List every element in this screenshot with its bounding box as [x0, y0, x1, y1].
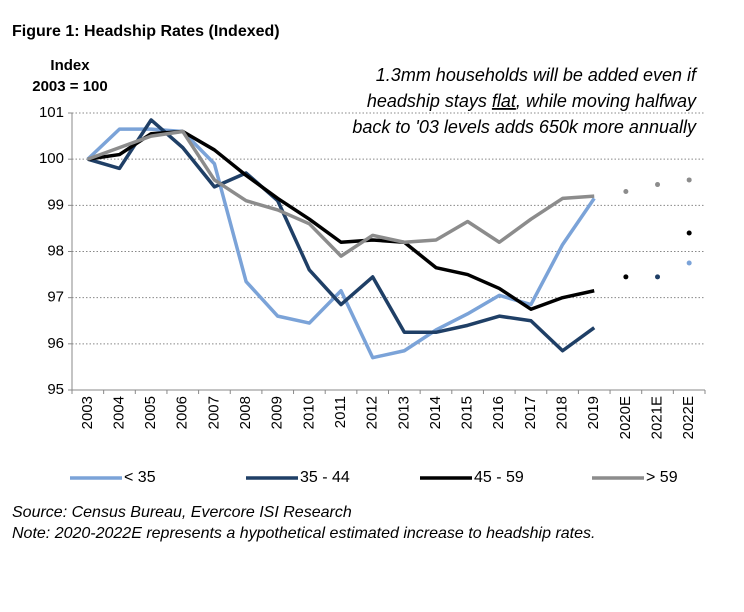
- x-tick-label: 2020E: [617, 396, 634, 439]
- x-tick-label: 2005: [142, 396, 159, 429]
- x-tick-label: 2016: [490, 396, 507, 429]
- chart: Figure 1: Headship Rates (Indexed) Index…: [12, 23, 706, 486]
- series-line: [87, 118, 596, 353]
- series-line: [87, 129, 595, 311]
- x-tick-label: 2019: [585, 396, 602, 429]
- x-tick-label: 2004: [110, 396, 127, 429]
- x-tick-label: 2008: [237, 396, 254, 429]
- x-tick-label: 2006: [174, 396, 191, 429]
- x-tick-label: 2007: [205, 396, 222, 429]
- annotation: headship stays: [367, 91, 487, 111]
- chart-title: Figure 1: Headship Rates (Indexed): [12, 23, 280, 40]
- series-line: [87, 129, 595, 258]
- estimate-dot: [623, 274, 629, 280]
- y-tick-label: 97: [47, 289, 64, 306]
- x-tick-label: 2013: [395, 396, 412, 429]
- x-tick-label: 2022E: [680, 396, 697, 439]
- x-tick-label: 2003: [79, 396, 96, 429]
- legend-label: > 59: [646, 469, 678, 486]
- source: Source: Census Bureau, Evercore ISI Rese…: [12, 504, 352, 521]
- estimate-dot: [686, 177, 692, 183]
- note: Note: 2020-2022E represents a hypothetic…: [12, 525, 596, 542]
- annotation: 1.3mm households will be added even if: [376, 65, 698, 85]
- annotation: , while moving halfway: [516, 91, 697, 111]
- legend-label: 35 - 44: [300, 469, 350, 486]
- estimate-dot: [623, 188, 629, 194]
- legend-label: < 35: [124, 469, 156, 486]
- annotation: headship stays flat, while moving halfway: [367, 91, 697, 111]
- y-axis-label: Index: [50, 57, 90, 74]
- x-tick-label: 2011: [332, 396, 349, 428]
- footnotes: Source: Census Bureau, Evercore ISI Rese…: [12, 502, 718, 544]
- x-tick-label: 2012: [364, 396, 381, 429]
- x-tick-label: 2021E: [648, 396, 665, 439]
- legend-label: 45 - 59: [474, 469, 524, 486]
- x-tick-label: 2017: [522, 396, 539, 429]
- x-tick-label: 2009: [269, 396, 286, 429]
- y-tick-label: 99: [47, 196, 64, 213]
- y-axis-label: 2003 = 100: [32, 78, 108, 95]
- y-tick-label: 98: [47, 242, 64, 259]
- estimate-dot: [686, 230, 692, 236]
- y-tick-label: 101: [39, 104, 64, 121]
- estimate-dot: [686, 260, 692, 266]
- y-tick-label: 96: [47, 335, 64, 352]
- y-tick-label: 100: [39, 150, 64, 167]
- x-tick-label: 2010: [300, 396, 317, 429]
- estimate-dot: [655, 182, 661, 188]
- estimate-dot: [655, 274, 661, 280]
- x-tick-label: 2015: [459, 396, 476, 429]
- y-tick-label: 95: [47, 381, 64, 398]
- annotation: flat: [492, 91, 517, 111]
- x-tick-label: 2018: [554, 396, 571, 429]
- x-tick-label: 2014: [427, 396, 444, 429]
- annotation: back to '03 levels adds 650k more annual…: [352, 117, 697, 137]
